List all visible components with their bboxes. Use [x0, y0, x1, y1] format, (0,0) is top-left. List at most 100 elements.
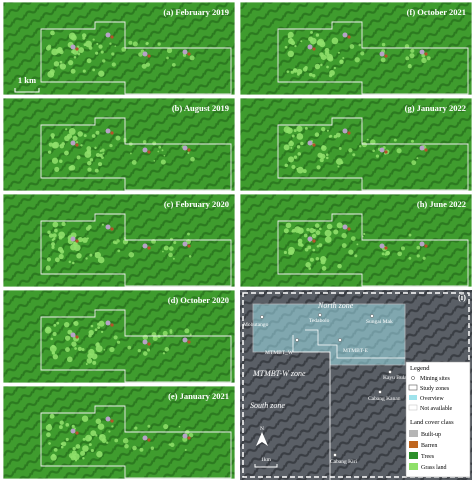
grassland-patch: [426, 56, 431, 61]
grassland-patch: [422, 256, 426, 260]
grassland-patch: [122, 438, 129, 444]
grassland-patch: [63, 321, 70, 328]
grassland-patch: [46, 432, 51, 438]
grassland-patch: [109, 346, 115, 353]
grassland-patch: [44, 326, 52, 334]
barren: [187, 436, 191, 440]
grassland-patch: [142, 334, 149, 341]
built-up: [142, 435, 148, 441]
grassland-patch: [91, 134, 96, 138]
panel-label: (d) October 2020: [168, 295, 229, 305]
grassland-patch: [396, 148, 402, 154]
grassland-patch: [52, 237, 56, 241]
built-up: [142, 243, 148, 249]
grassland-patch: [52, 221, 59, 228]
grassland-patch: [82, 69, 86, 73]
grassland-patch: [304, 126, 308, 130]
grassland-patch: [49, 345, 57, 353]
grassland-patch: [162, 352, 166, 355]
grassland-patch: [94, 328, 98, 332]
built-up: [182, 433, 188, 439]
barren: [147, 342, 151, 346]
grassland-patch: [82, 437, 86, 441]
barren: [110, 131, 114, 135]
built-up: [342, 128, 348, 134]
grassland-patch: [101, 148, 105, 152]
mining-site: [388, 370, 392, 374]
grassland-patch: [65, 347, 70, 353]
grassland-patch: [72, 261, 75, 265]
grassland-patch: [325, 153, 329, 157]
grassland-patch: [297, 238, 303, 244]
grassland-patch: [326, 129, 329, 132]
legend-symbol: [409, 463, 418, 470]
site-label: MTMBT-E: [343, 348, 368, 354]
panel-label: (f) October 2021: [407, 7, 466, 17]
grassland-patch: [393, 138, 397, 142]
grassland-patch: [88, 443, 92, 447]
grassland-patch: [96, 42, 99, 45]
grassland-patch: [134, 426, 138, 430]
barren: [147, 54, 151, 58]
grassland-patch: [405, 56, 410, 61]
grassland-patch: [82, 445, 89, 452]
grassland-patch: [114, 438, 119, 443]
grassland-patch: [304, 247, 309, 252]
grassland-patch: [50, 454, 57, 461]
grassland-patch: [115, 241, 118, 245]
grassland-patch: [132, 445, 137, 451]
barren: [424, 52, 428, 56]
grassland-patch: [89, 158, 94, 162]
grassland-patch: [288, 38, 294, 45]
map-panel: [2, 97, 236, 192]
grassland-patch: [170, 442, 175, 448]
grassland-patch: [321, 127, 326, 132]
grassland-patch: [46, 257, 51, 262]
grassland-patch: [94, 252, 97, 255]
legend-label: Not available: [420, 406, 452, 412]
barren: [347, 35, 351, 39]
grassland-patch: [95, 130, 100, 135]
grassland-patch: [89, 253, 93, 257]
grassland-patch: [51, 242, 55, 247]
grassland-patch: [296, 125, 303, 132]
grassland-patch: [90, 324, 94, 328]
grassland-patch: [128, 251, 135, 258]
inset-border: [242, 292, 470, 478]
grassland-patch: [291, 164, 296, 170]
zone-label: North zone: [317, 301, 354, 310]
grassland-patch: [57, 46, 63, 53]
built-up: [105, 320, 111, 326]
grassland-patch: [50, 72, 54, 76]
built-up: [142, 339, 148, 345]
study-zone: [277, 21, 469, 95]
grassland-patch: [288, 249, 295, 255]
grassland-patch: [109, 42, 112, 45]
grassland-patch: [291, 134, 295, 138]
grassland-patch: [309, 37, 317, 45]
grassland-patch: [152, 141, 157, 146]
grassland-patch: [168, 252, 173, 258]
legend-symbol: [409, 452, 418, 459]
grassland-patch: [333, 66, 337, 70]
grassland-patch: [162, 330, 168, 336]
grassland-patch: [97, 423, 105, 430]
grassland-patch: [87, 353, 93, 359]
grassland-patch: [64, 135, 70, 142]
grassland-patch: [296, 166, 304, 174]
barren: [347, 227, 351, 231]
grassland-patch: [311, 233, 317, 239]
legend-label: Built-up: [421, 432, 441, 438]
grassland-patch: [329, 134, 333, 138]
grassland-patch: [146, 348, 151, 352]
grassland-patch: [187, 232, 190, 236]
grassland-patch: [315, 256, 320, 261]
grassland-patch: [86, 237, 89, 240]
grassland-patch: [326, 156, 329, 160]
grassland-patch: [400, 246, 405, 251]
grassland-patch: [157, 150, 160, 153]
built-up: [307, 236, 313, 242]
grassland-patch: [53, 447, 58, 452]
built-up: [419, 49, 425, 55]
grassland-patch: [338, 147, 342, 150]
